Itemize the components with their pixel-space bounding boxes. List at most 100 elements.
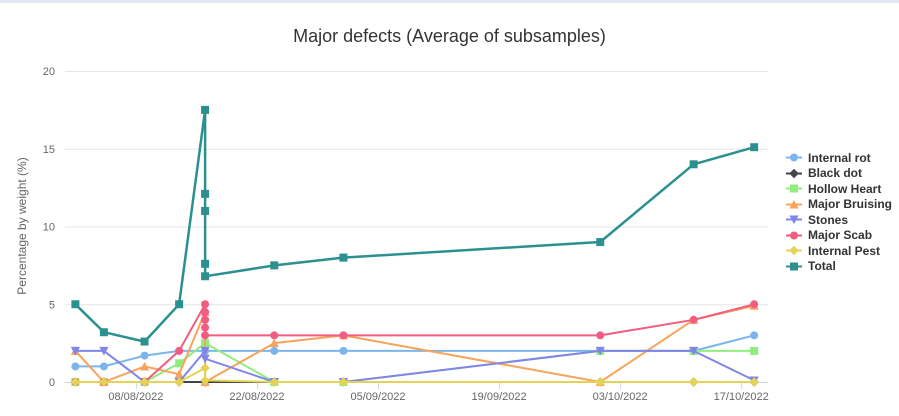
data-point-marker xyxy=(70,346,80,356)
data-point-marker xyxy=(201,272,210,281)
legend-marker-square-icon xyxy=(786,262,802,271)
data-point-marker xyxy=(689,160,698,169)
series-line xyxy=(74,304,756,383)
data-point-marker xyxy=(201,300,210,309)
data-point-marker xyxy=(99,377,109,387)
data-point-marker xyxy=(139,377,150,387)
series-line xyxy=(74,108,756,343)
data-point-marker xyxy=(71,300,80,309)
x-tick-label: 05/09/2022 xyxy=(350,391,405,403)
data-point-marker xyxy=(201,206,210,215)
legend-item-hollow-heart[interactable]: Hollow Heart xyxy=(786,182,892,196)
x-tick-label: 22/08/2022 xyxy=(229,391,284,403)
data-point-marker xyxy=(200,375,210,386)
data-point-marker xyxy=(71,362,80,371)
data-point-marker xyxy=(750,331,759,340)
data-point-marker xyxy=(201,259,210,268)
series-stones xyxy=(70,346,759,387)
legend-item-internal-pest[interactable]: Internal Pest xyxy=(786,244,892,258)
x-tick-label: 08/08/2022 xyxy=(108,391,163,403)
legend-label: Internal rot xyxy=(808,150,871,165)
data-point-marker xyxy=(790,184,798,193)
data-point-marker xyxy=(750,346,759,355)
legend-label: Major Bruising xyxy=(808,197,893,212)
legend-item-major-bruising[interactable]: Major Bruising xyxy=(786,197,893,212)
data-point-marker xyxy=(270,261,279,270)
legend-marker-triangle-icon xyxy=(786,199,802,209)
x-tick-label: 19/09/2022 xyxy=(472,391,527,403)
y-tick-label: 20 xyxy=(43,66,55,78)
y-tick-label: 10 xyxy=(43,222,55,234)
top-border-band xyxy=(0,0,899,3)
data-point-marker xyxy=(201,189,210,198)
x-tick-label: 03/10/2022 xyxy=(593,391,648,403)
legend-label: Stones xyxy=(808,212,849,227)
data-point-marker xyxy=(596,331,605,340)
data-point-marker xyxy=(789,246,799,256)
data-point-marker xyxy=(99,346,109,356)
y-tick-label: 15 xyxy=(43,144,55,156)
legend-label: Total xyxy=(808,259,836,274)
legend-marker-triangle-down-icon xyxy=(786,215,802,225)
data-point-marker xyxy=(790,153,798,162)
data-point-marker xyxy=(338,377,349,387)
series-internal-pest xyxy=(70,363,759,387)
data-point-marker xyxy=(339,331,348,340)
data-point-marker xyxy=(99,328,108,337)
data-point-marker xyxy=(139,361,150,371)
data-point-marker xyxy=(174,377,184,387)
data-point-marker xyxy=(200,346,210,356)
data-point-marker xyxy=(270,346,279,355)
data-point-marker xyxy=(689,315,698,324)
data-point-marker xyxy=(99,362,108,371)
data-point-marker xyxy=(201,105,210,114)
data-point-marker xyxy=(339,346,348,355)
series-total xyxy=(71,105,759,346)
legend-label: Black dot xyxy=(808,166,863,181)
legend-label: Major Scab xyxy=(808,228,873,243)
data-point-marker xyxy=(140,351,149,360)
data-point-marker xyxy=(689,346,699,356)
legend-label: Hollow Heart xyxy=(808,181,882,196)
data-point-marker xyxy=(201,308,210,317)
data-point-marker xyxy=(201,315,210,324)
data-point-marker xyxy=(789,168,799,178)
data-point-marker xyxy=(339,253,348,262)
data-point-marker xyxy=(201,323,210,332)
legend-label: Internal Pest xyxy=(808,243,881,258)
data-point-marker xyxy=(595,346,605,356)
data-point-marker xyxy=(595,377,605,387)
data-point-marker xyxy=(70,377,81,387)
data-point-marker xyxy=(140,337,149,346)
legend-item-black-dot[interactable]: Black dot xyxy=(786,166,892,181)
y-tick-label: 5 xyxy=(49,299,55,311)
data-point-marker xyxy=(200,363,210,373)
legend-item-total[interactable]: Total xyxy=(786,259,892,274)
data-point-marker xyxy=(200,354,210,364)
legend-marker-circle-icon xyxy=(786,153,802,162)
legend-item-stones[interactable]: Stones xyxy=(786,213,892,227)
data-point-marker xyxy=(750,143,759,152)
data-point-marker xyxy=(790,231,798,240)
data-point-marker xyxy=(749,377,759,387)
data-point-marker xyxy=(688,377,699,387)
data-point-marker xyxy=(596,238,605,247)
data-point-marker xyxy=(175,346,184,355)
data-point-marker xyxy=(201,331,210,340)
chart-title: Major defects (Average of subsamples) xyxy=(293,26,606,46)
data-point-marker xyxy=(750,300,759,309)
legend-item-internal-rot[interactable]: Internal rot xyxy=(786,151,892,165)
legend-marker-circle-icon xyxy=(786,231,802,240)
legend-item-major-scab[interactable]: Major Scab xyxy=(786,228,892,243)
x-tick-label: 17/10/2022 xyxy=(714,391,769,403)
data-point-marker xyxy=(269,377,279,387)
data-point-marker xyxy=(175,300,184,309)
data-point-marker xyxy=(174,369,184,379)
legend-marker-square-icon xyxy=(786,184,802,193)
series-line xyxy=(74,303,756,383)
legend-marker-diamond-icon xyxy=(786,246,802,256)
legend-marker-diamond-icon xyxy=(786,168,802,178)
data-point-marker xyxy=(789,215,799,225)
